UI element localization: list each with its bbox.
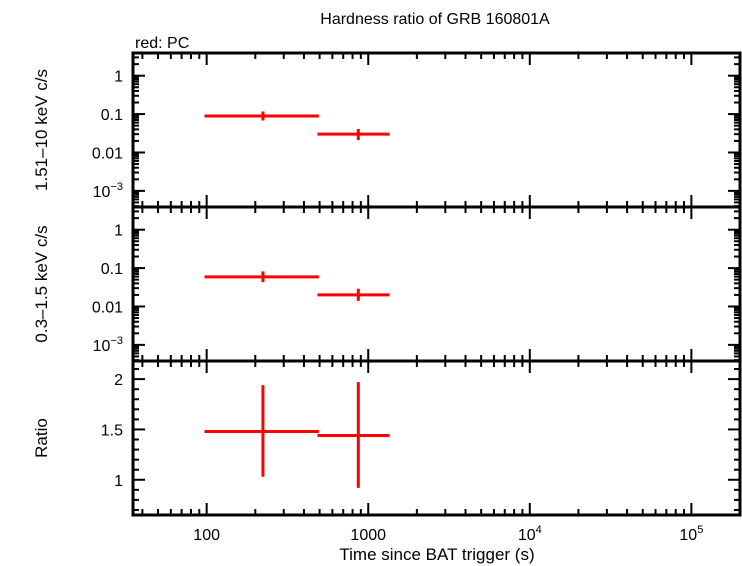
y-tick-label: 2 — [114, 372, 123, 389]
x-tick-label: 100 — [193, 527, 220, 544]
y-axis-label: 0.3–1.5 keV c/s — [32, 225, 51, 342]
panel-frame — [131, 359, 742, 517]
panel-3: 2 1.5 1 Ratio — [32, 359, 742, 517]
x-tick-label-exponent: 4 — [536, 524, 542, 536]
x-axis-label: Time since BAT trigger (s) — [339, 545, 534, 564]
y-tick-label: 0.01 — [92, 145, 123, 162]
chart-subtitle: red: PC — [135, 35, 189, 52]
x-tick-label-base: 10 — [679, 527, 697, 544]
y-tick-label: 10−3 — [93, 181, 123, 201]
panel-2: 1 0.1 0.01 10−3 0.3–1.5 keV c/s — [32, 205, 742, 363]
y-tick-label: 0.1 — [101, 107, 123, 124]
x-tick-label-base: 10 — [518, 527, 536, 544]
panel-frame — [131, 205, 742, 363]
data-point — [204, 271, 319, 283]
y-tick-label: 1 — [114, 473, 123, 490]
data-point — [317, 382, 390, 488]
x-tick-label: 105 — [679, 524, 703, 544]
y-tick-label-base: 10 — [93, 184, 111, 201]
data-point — [317, 128, 390, 141]
y-tick-label: 1.5 — [101, 422, 123, 439]
y-tick-label: 1 — [114, 69, 123, 86]
data-point — [317, 288, 390, 301]
y-tick-label: 1 — [114, 223, 123, 240]
y-tick-label-exponent: −3 — [110, 335, 123, 347]
panel-1: 1 0.1 0.01 10−3 1.51–10 keV c/s — [32, 51, 742, 209]
y-tick-label: 0.01 — [92, 299, 123, 316]
data-point — [204, 385, 319, 477]
x-tick-label: 104 — [518, 524, 542, 544]
y-tick-label-exponent: −3 — [110, 181, 123, 193]
x-tick-label-exponent: 5 — [697, 524, 703, 536]
y-tick-label: 0.1 — [101, 261, 123, 278]
y-axis-label: Ratio — [32, 418, 51, 458]
panel-frame — [131, 51, 742, 209]
data-point — [204, 111, 319, 121]
y-tick-label-base: 10 — [93, 338, 111, 355]
x-tick-label: 1000 — [350, 527, 386, 544]
y-tick-label: 10−3 — [93, 335, 123, 355]
chart-title: Hardness ratio of GRB 160801A — [320, 11, 550, 28]
y-axis-label: 1.51–10 keV c/s — [32, 69, 51, 191]
